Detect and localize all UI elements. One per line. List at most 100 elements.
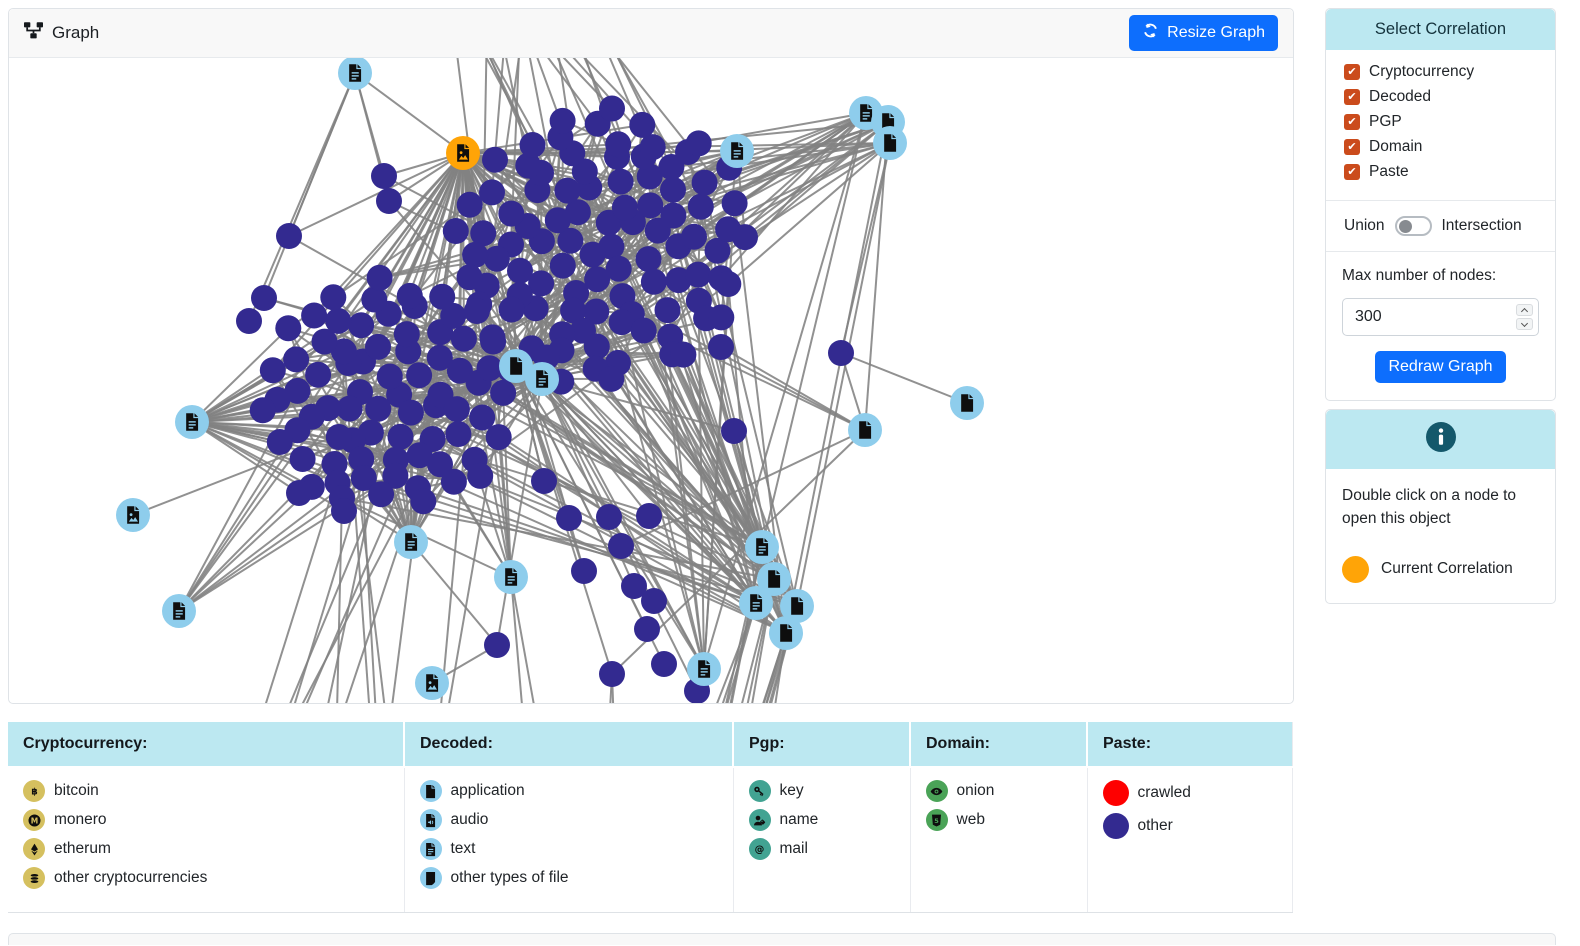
crawled-dot-icon: [1102, 780, 1129, 806]
correlation-graph[interactable]: [9, 58, 1293, 703]
legend-item-label: monero: [54, 811, 107, 828]
legend-item-label: bitcoin: [54, 782, 99, 799]
checkbox-checked[interactable]: ✔: [1344, 89, 1360, 105]
object-node[interactable]: [415, 666, 449, 700]
checkbox-checked[interactable]: ✔: [1344, 114, 1360, 130]
file_audio-icon: [419, 809, 442, 831]
info-text: Double click on a node to open this obje…: [1342, 487, 1517, 528]
object-node[interactable]: [175, 405, 209, 439]
legend-item-label: other cryptocurrencies: [54, 869, 208, 886]
legend-item-label: text: [450, 840, 476, 857]
info-card-body: Double click on a node to open this obje…: [1326, 469, 1555, 603]
correlation-option-cryptocurrency[interactable]: ✔ Cryptocurrency: [1344, 63, 1537, 81]
legend-column-title: Cryptocurrency:: [8, 722, 405, 768]
current-correlation-row: Current Correlation: [1342, 555, 1539, 583]
spinner-up-button[interactable]: [1516, 304, 1533, 316]
current-correlation-dot: [1342, 555, 1369, 583]
legend-item-name: name: [748, 809, 895, 831]
project-diagram-icon: [24, 22, 43, 44]
checkbox-checked[interactable]: ✔: [1344, 64, 1360, 80]
toggle-knob: [1398, 219, 1412, 233]
graph-title-label: Graph: [52, 23, 100, 42]
object-node[interactable]: [720, 134, 754, 168]
legend-item-label: application: [450, 782, 525, 799]
number-spinner[interactable]: [1516, 304, 1533, 330]
info-card-header: [1326, 410, 1555, 469]
checkbox-checked[interactable]: ✔: [1344, 139, 1360, 155]
key-icon: [748, 780, 771, 802]
legend-item-bitcoin: ฿ bitcoin: [23, 780, 389, 802]
legend-column-items: application audio text other types of file: [404, 767, 734, 913]
checkbox-checked[interactable]: ✔: [1344, 164, 1360, 180]
legend-item-other: other: [1102, 813, 1277, 839]
legend-item-crawled: crawled: [1102, 780, 1277, 806]
svg-text:M: M: [30, 816, 37, 825]
object-node[interactable]: [116, 498, 150, 532]
sidebar: Select Correlation ✔ Cryptocurrency ✔ Decod…: [1325, 8, 1556, 612]
correlation-option-decoded[interactable]: ✔ Decoded: [1344, 88, 1537, 106]
legend-item-other-cryptocurrencies: other cryptocurrencies: [23, 867, 389, 889]
object-node[interactable]: [780, 589, 814, 623]
legend-column-title: Domain:: [910, 722, 1088, 768]
html5-icon: 5: [925, 809, 948, 831]
redraw-graph-button[interactable]: Redraw Graph: [1375, 351, 1506, 383]
legend-item-label: crawled: [1137, 784, 1191, 801]
legend-item-label: onion: [956, 782, 995, 799]
eye-icon: [925, 780, 948, 802]
object-node[interactable]: [394, 525, 428, 559]
legend-column-title: Paste:: [1087, 722, 1293, 768]
legend-column-title: Decoded:: [404, 722, 734, 768]
legend-item-web: 5 web: [925, 809, 1072, 831]
checkbox-label: Domain: [1369, 138, 1423, 155]
resize-graph-label: Resize Graph: [1167, 24, 1265, 41]
object-node[interactable]: [769, 616, 803, 650]
legend-item-etherum: etherum: [23, 838, 389, 860]
legend-item-label: name: [779, 811, 819, 828]
object-node[interactable]: [338, 58, 372, 90]
object-node[interactable]: [757, 562, 791, 596]
object-node[interactable]: [494, 560, 528, 594]
legend-item-other-types-of-file: other types of file: [419, 867, 718, 889]
coins-icon: [23, 867, 45, 889]
max-nodes-input[interactable]: [1342, 298, 1539, 336]
legend-table: Cryptocurrency: Decoded: Pgp: Domain: Paste:…: [8, 722, 1293, 913]
legend-item-key: key: [748, 780, 895, 802]
object-node[interactable]: [848, 413, 882, 447]
legend-item-label: web: [956, 811, 985, 828]
union-label: Union: [1344, 217, 1385, 234]
spinner-down-button[interactable]: [1516, 318, 1533, 330]
correlation-option-paste[interactable]: ✔ Paste: [1344, 163, 1537, 181]
object-node[interactable]: [525, 362, 559, 396]
next-panel-header[interactable]: [8, 932, 1556, 945]
object-node[interactable]: [162, 594, 196, 628]
correlation-option-domain[interactable]: ✔ Domain: [1344, 138, 1537, 156]
graph-card-header: Graph Resize Graph: [9, 9, 1293, 58]
resize-graph-button[interactable]: Resize Graph: [1129, 15, 1278, 51]
object-node[interactable]: [687, 652, 721, 686]
object-node[interactable]: [739, 586, 773, 620]
sync-icon: [1142, 22, 1159, 44]
svg-text:@: @: [755, 844, 765, 855]
current-correlation-label: Current Correlation: [1381, 560, 1513, 578]
info-icon: [1425, 422, 1456, 457]
eth-icon: [23, 838, 45, 860]
main-column: Graph Resize Graph Cryptocurrency: Decode…: [8, 8, 1294, 913]
divider: [1326, 251, 1555, 252]
page: Graph Resize Graph Cryptocurrency: Decode…: [8, 8, 1556, 913]
graph-title: Graph: [24, 22, 99, 44]
object-node[interactable]: [950, 386, 984, 420]
at-icon: @: [748, 838, 771, 860]
object-node[interactable]: [873, 126, 907, 160]
checkbox-label: Paste: [1369, 163, 1409, 180]
union-intersection-toggle[interactable]: [1394, 216, 1432, 236]
correlation-option-pgp[interactable]: ✔ PGP: [1344, 113, 1537, 131]
object-node[interactable]: [499, 349, 533, 383]
legend-item-onion: onion: [925, 780, 1072, 802]
object-node[interactable]: [745, 530, 779, 564]
graph-canvas[interactable]: [9, 58, 1293, 703]
current-correlation-node[interactable]: [446, 136, 480, 170]
checkbox-label: PGP: [1369, 113, 1402, 130]
